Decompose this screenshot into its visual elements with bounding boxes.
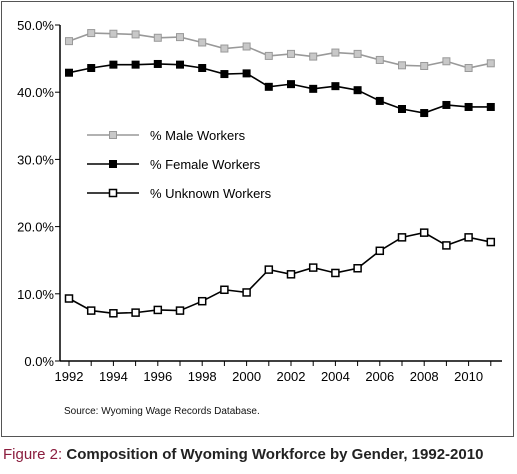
legend-entry: % Unknown Workers (87, 186, 272, 201)
x-tick-label: 1996 (143, 369, 172, 384)
data-point (153, 59, 162, 68)
data-point (220, 44, 229, 53)
data-point (175, 306, 185, 315)
data-point (153, 305, 163, 315)
x-tick-label: 2008 (410, 369, 439, 384)
series-1 (65, 29, 495, 73)
series-layer (64, 29, 496, 318)
data-point (397, 233, 407, 242)
x-tick-label: 2006 (365, 369, 394, 384)
data-point (87, 29, 96, 38)
caption-title: Composition of Wyoming Workforce by Gend… (66, 446, 484, 463)
data-point (198, 38, 207, 47)
data-point (176, 60, 184, 69)
data-point (331, 82, 340, 91)
x-tick-label: 2010 (454, 369, 483, 384)
data-point (64, 294, 74, 303)
series-line (68, 231, 491, 315)
data-point (419, 228, 429, 237)
data-point (109, 29, 118, 38)
data-point (286, 270, 296, 279)
series-2 (65, 59, 495, 118)
y-tick-label: 50.0% (17, 18, 54, 33)
data-point (264, 82, 273, 91)
data-point (287, 80, 295, 89)
legend-label: % Male Workers (150, 128, 246, 143)
data-point (65, 68, 73, 77)
data-point (442, 57, 451, 66)
series-line (68, 63, 491, 114)
data-point (464, 102, 473, 111)
data-point (287, 49, 295, 58)
data-point (197, 296, 207, 306)
y-tick-label: 40.0% (17, 85, 54, 100)
legend-label: % Unknown Workers (150, 186, 272, 201)
data-point (109, 60, 118, 69)
data-point (398, 105, 406, 113)
data-point (242, 288, 251, 297)
data-point (87, 64, 96, 73)
legend-label: % Female Workers (150, 157, 261, 172)
x-tick-label: 2004 (321, 369, 350, 384)
data-point (331, 268, 340, 278)
data-point (420, 109, 429, 118)
data-point (65, 37, 73, 46)
data-point (86, 306, 96, 315)
data-point (398, 61, 406, 70)
data-point (464, 233, 473, 242)
data-point (131, 308, 140, 317)
y-tick-label: 0.0% (24, 354, 54, 369)
legend-entry: % Male Workers (87, 128, 246, 143)
data-point (331, 48, 340, 57)
figure-frame (1, 1, 514, 437)
legend-entry: % Female Workers (87, 157, 261, 172)
data-point (220, 285, 229, 295)
y-tick-label: 10.0% (17, 287, 54, 302)
legend: % Male Workers % Female Workers % Unknown … (87, 128, 272, 201)
data-point (220, 70, 229, 79)
legend-marker (109, 160, 117, 168)
x-tick-label: 1998 (188, 369, 217, 384)
data-point (308, 263, 318, 272)
axes: 0.0% 10.0% 20.0% 30.0% 40.0% 50.0% 1992 1994 199… (17, 18, 502, 384)
data-point (442, 100, 451, 109)
data-point (442, 241, 451, 250)
data-point (131, 30, 140, 39)
x-tick-label: 2002 (277, 369, 306, 384)
data-point (353, 264, 362, 273)
data-point (176, 33, 184, 42)
data-point (264, 51, 273, 60)
figure-caption: Figure 2: Composition of Wyoming Workfor… (3, 446, 483, 463)
series-3 (64, 228, 496, 318)
data-point (353, 49, 362, 58)
legend-marker (108, 188, 118, 198)
x-tick-label: 2000 (232, 369, 261, 384)
data-point (486, 237, 496, 247)
data-point (309, 52, 318, 61)
data-point (375, 55, 384, 64)
data-point (486, 102, 495, 111)
y-tick-label: 20.0% (17, 220, 54, 235)
data-point (153, 33, 162, 42)
data-point (242, 42, 251, 51)
caption-label: Figure 2: (3, 446, 63, 463)
data-point (309, 84, 318, 93)
data-point (198, 64, 207, 73)
data-point (375, 246, 385, 256)
y-tick-label: 30.0% (17, 152, 54, 167)
x-tick-label: 1992 (55, 369, 84, 384)
data-point (109, 309, 118, 318)
data-point (375, 96, 384, 105)
data-point (264, 265, 274, 274)
legend-marker (109, 131, 117, 139)
data-point (464, 64, 473, 73)
x-tick-label: 1994 (99, 369, 128, 384)
data-point (420, 61, 429, 70)
data-point (353, 86, 362, 95)
source-note: Source: Wyoming Wage Records Database. (64, 406, 260, 417)
data-point (486, 59, 495, 68)
data-point (131, 60, 140, 69)
data-point (242, 69, 251, 78)
